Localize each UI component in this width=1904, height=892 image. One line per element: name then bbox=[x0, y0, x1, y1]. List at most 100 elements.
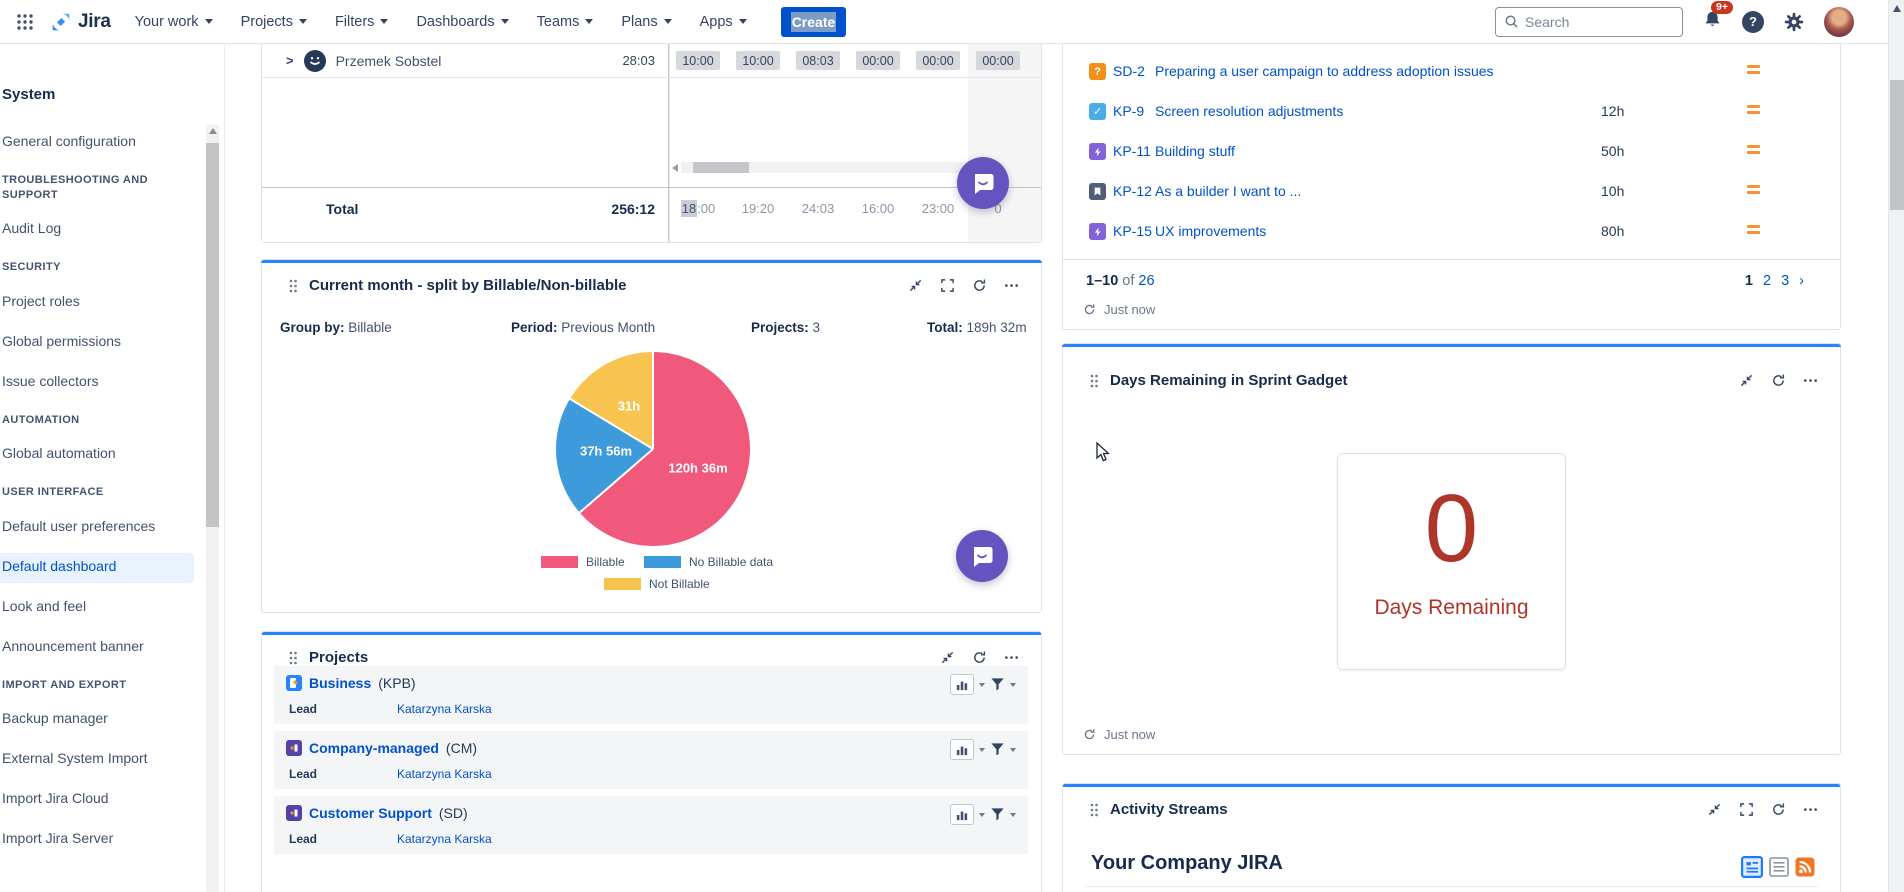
minimize-gadget-icon[interactable] bbox=[1707, 802, 1722, 817]
notifications-button[interactable]: 9+ bbox=[1703, 0, 1733, 34]
scroll-up-arrow-icon[interactable] bbox=[208, 128, 217, 134]
time-cell[interactable]: 10:00 bbox=[676, 51, 720, 70]
chat-widget-button[interactable] bbox=[957, 157, 1009, 209]
chat-widget-button[interactable] bbox=[956, 530, 1008, 582]
issue-row-kp-12[interactable]: KP-12 As a builder I want to ... 10h bbox=[1063, 172, 1840, 212]
filter-icon[interactable] bbox=[990, 807, 1005, 822]
gadget-refresh-status[interactable]: Just now bbox=[1083, 727, 1155, 742]
drag-handle-icon[interactable] bbox=[1089, 802, 1099, 818]
project-chart-button[interactable] bbox=[950, 804, 974, 825]
menu-apps[interactable]: Apps bbox=[700, 14, 747, 30]
more-options-icon[interactable] bbox=[1803, 373, 1818, 388]
timesheet-horizontal-scrollbar[interactable] bbox=[672, 161, 1005, 174]
project-link-customer-support[interactable]: Customer Support bbox=[309, 805, 432, 821]
sidebar-item-default-dashboard[interactable]: Default dashboard bbox=[0, 552, 194, 583]
issue-key-link[interactable]: SD-2 bbox=[1113, 63, 1145, 79]
sidebar-item-import-jira-cloud[interactable]: Import Jira Cloud bbox=[2, 790, 109, 807]
sidebar-item-global-permissions[interactable]: Global permissions bbox=[2, 332, 122, 349]
filter-icon[interactable] bbox=[990, 677, 1005, 692]
sidebar-item-backup-manager[interactable]: Backup manager bbox=[2, 710, 108, 727]
user-avatar[interactable] bbox=[1824, 6, 1854, 37]
issue-key-link[interactable]: KP-12 bbox=[1113, 183, 1152, 199]
maximize-gadget-icon[interactable] bbox=[940, 278, 955, 293]
help-button[interactable]: ? bbox=[1742, 10, 1764, 33]
menu-dashboards[interactable]: Dashboards bbox=[416, 14, 509, 30]
sidebar-item-global-automation[interactable]: Global automation bbox=[2, 445, 116, 462]
scrollbar-thumb[interactable] bbox=[693, 162, 749, 173]
issue-key-link[interactable]: KP-9 bbox=[1113, 103, 1145, 119]
project-chart-button[interactable] bbox=[950, 674, 974, 695]
refresh-gadget-icon[interactable] bbox=[1771, 373, 1786, 388]
minimize-gadget-icon[interactable] bbox=[1739, 373, 1754, 388]
scroll-up-arrow-icon[interactable] bbox=[1892, 5, 1901, 12]
issue-row-sd-2[interactable]: ? SD-2 Preparing a user campaign to addr… bbox=[1063, 52, 1840, 92]
filter-icon[interactable] bbox=[990, 742, 1005, 757]
issue-summary-link[interactable]: Building stuff bbox=[1155, 143, 1235, 159]
menu-filters[interactable]: Filters bbox=[335, 14, 389, 30]
sidebar-scrollbar-thumb[interactable] bbox=[206, 143, 219, 527]
time-cell[interactable]: 00:00 bbox=[916, 51, 960, 70]
timesheet-person-row[interactable]: > Przemek Sobstel 28:03 10:00 10:00 08:0… bbox=[262, 44, 1041, 78]
sidebar-item-issue-collectors[interactable]: Issue collectors bbox=[2, 372, 99, 389]
create-button[interactable]: Create bbox=[780, 6, 847, 37]
menu-teams[interactable]: Teams bbox=[537, 14, 594, 30]
project-lead-link[interactable]: Katarzyna Karska bbox=[397, 767, 492, 781]
minimize-gadget-icon[interactable] bbox=[940, 650, 955, 665]
project-lead-link[interactable]: Katarzyna Karska bbox=[397, 832, 492, 846]
chevron-down-icon[interactable] bbox=[1010, 682, 1016, 687]
issue-key-link[interactable]: KP-11 bbox=[1113, 143, 1151, 159]
menu-projects[interactable]: Projects bbox=[241, 14, 307, 30]
detailed-view-icon-selected[interactable] bbox=[1741, 856, 1763, 878]
minimize-gadget-icon[interactable] bbox=[908, 278, 923, 293]
list-view-icon[interactable] bbox=[1769, 857, 1789, 877]
drag-handle-icon[interactable] bbox=[288, 278, 298, 294]
scroll-left-arrow-icon[interactable] bbox=[672, 163, 678, 172]
drag-handle-icon[interactable] bbox=[1089, 373, 1099, 389]
refresh-gadget-icon[interactable] bbox=[1771, 802, 1786, 817]
refresh-gadget-icon[interactable] bbox=[972, 278, 987, 293]
drag-handle-icon[interactable] bbox=[288, 650, 298, 666]
chevron-down-icon[interactable] bbox=[1010, 747, 1016, 752]
search-input[interactable] bbox=[1525, 13, 1655, 30]
issue-summary-link[interactable]: As a builder I want to ... bbox=[1155, 183, 1302, 199]
menu-your-work[interactable]: Your work bbox=[135, 14, 213, 30]
issue-summary-link[interactable]: Screen resolution adjustments bbox=[1155, 103, 1344, 119]
issue-key-link[interactable]: KP-15 bbox=[1113, 223, 1152, 239]
page-scrollbar[interactable] bbox=[1888, 0, 1904, 892]
chevron-down-icon[interactable] bbox=[979, 812, 985, 817]
refresh-gadget-icon[interactable] bbox=[972, 650, 987, 665]
maximize-gadget-icon[interactable] bbox=[1739, 802, 1754, 817]
sidebar-item-project-roles[interactable]: Project roles bbox=[2, 292, 80, 309]
sidebar-item-external-system-import[interactable]: External System Import bbox=[2, 750, 148, 767]
issue-row-kp-15[interactable]: KP-15 UX improvements 80h bbox=[1063, 212, 1840, 252]
sidebar-item-audit-log[interactable]: Audit Log bbox=[2, 220, 62, 237]
pagination-total-link[interactable]: 26 bbox=[1138, 273, 1155, 289]
time-cell[interactable]: 10:00 bbox=[736, 51, 780, 70]
project-chart-button[interactable] bbox=[950, 739, 974, 760]
sidebar-item-import-jira-server[interactable]: Import Jira Server bbox=[2, 830, 114, 847]
gadget-refresh-status[interactable]: Just now bbox=[1083, 302, 1155, 317]
expand-chevron-icon[interactable]: > bbox=[286, 53, 294, 68]
project-lead-link[interactable]: Katarzyna Karska bbox=[397, 702, 492, 716]
time-cell[interactable]: 00:00 bbox=[856, 51, 900, 70]
time-cell[interactable]: 08:03 bbox=[796, 51, 840, 70]
app-switcher-icon[interactable] bbox=[10, 7, 40, 37]
project-link-company-managed[interactable]: Company-managed bbox=[309, 740, 439, 756]
page-scrollbar-thumb[interactable] bbox=[1890, 80, 1904, 210]
chevron-down-icon[interactable] bbox=[979, 682, 985, 687]
sidebar-item-default-user-preferences[interactable]: Default user preferences bbox=[2, 517, 156, 534]
rss-feed-icon[interactable] bbox=[1795, 857, 1815, 877]
time-cell[interactable]: 00:00 bbox=[976, 51, 1020, 70]
issue-summary-link[interactable]: UX improvements bbox=[1155, 223, 1267, 239]
project-link-business[interactable]: Business bbox=[309, 675, 372, 691]
search-box[interactable] bbox=[1495, 6, 1683, 37]
sidebar-item-announcement-banner[interactable]: Announcement banner bbox=[2, 637, 144, 654]
jira-logo[interactable]: Jira bbox=[50, 11, 111, 33]
more-options-icon[interactable] bbox=[1803, 802, 1818, 817]
menu-plans[interactable]: Plans bbox=[621, 14, 672, 30]
chevron-down-icon[interactable] bbox=[1010, 812, 1016, 817]
more-options-icon[interactable] bbox=[1004, 278, 1019, 293]
chevron-down-icon[interactable] bbox=[979, 747, 985, 752]
page-1-current[interactable]: 1 bbox=[1744, 273, 1753, 289]
sidebar-item-look-and-feel[interactable]: Look and feel bbox=[2, 597, 87, 614]
